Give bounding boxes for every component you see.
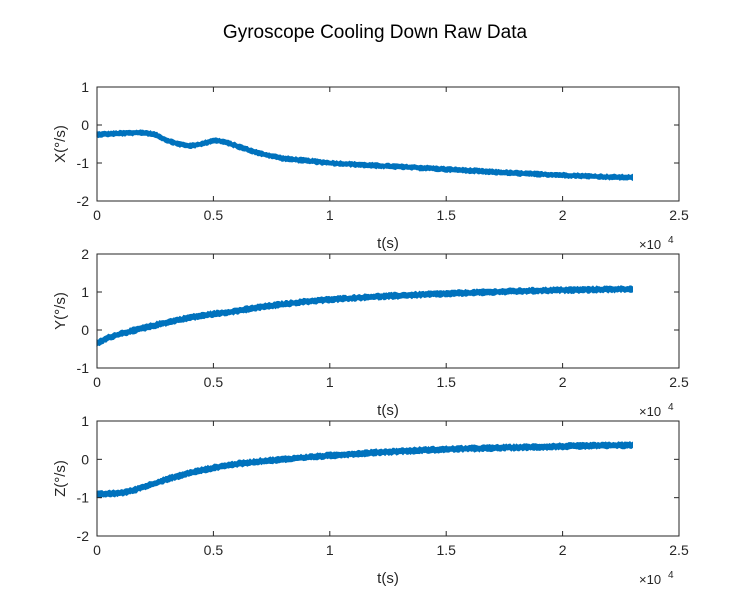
subplot-3: 0 0.5 1 1.5 2 2.5 -2 -1 0 1 t(s) Z(°/s) ×10 4 xyxy=(52,413,689,587)
x-exponent-power: 4 xyxy=(668,570,674,581)
y-tick-label: -1 xyxy=(77,360,90,376)
y-axis-label: Z(°/s) xyxy=(52,460,69,497)
y-tick-label: 0 xyxy=(81,451,89,467)
series-trace-2 xyxy=(96,285,634,347)
x-tick-label: 1 xyxy=(326,207,334,223)
x-tick-label: 0 xyxy=(93,374,101,390)
x-axis-label: t(s) xyxy=(377,570,399,587)
y-tick-label: -1 xyxy=(77,155,90,171)
axes-box xyxy=(96,86,680,202)
x-exponent-power: 4 xyxy=(668,235,674,246)
y-tick-label: 0 xyxy=(81,322,89,338)
x-tick-label: 0.5 xyxy=(204,542,224,558)
x-tick-label: 0 xyxy=(93,542,101,558)
axes-box xyxy=(96,253,680,369)
x-tick-label: 2 xyxy=(559,374,567,390)
y-tick-label: 0 xyxy=(81,117,89,133)
y-tick-label: 2 xyxy=(81,246,89,262)
x-exponent-power: 4 xyxy=(668,402,674,413)
x-tick-label: 2.5 xyxy=(669,542,689,558)
x-tick-label: 2 xyxy=(559,542,567,558)
x-tick-label: 1 xyxy=(326,542,334,558)
x-axis-label: t(s) xyxy=(377,402,399,419)
y-axis-label: X(°/s) xyxy=(52,125,69,163)
y-axis-label: Y(°/s) xyxy=(52,292,69,330)
x-tick-label: 0.5 xyxy=(204,207,224,223)
x-tick-label: 2.5 xyxy=(669,374,689,390)
x-tick-label: 1 xyxy=(326,374,334,390)
x-exponent-label: ×10 xyxy=(639,572,661,587)
x-tick-label: 2 xyxy=(559,207,567,223)
series-trace-1 xyxy=(96,129,634,182)
x-tick-label: 1.5 xyxy=(436,542,456,558)
y-tick-label: 1 xyxy=(81,79,89,95)
y-tick-label: -2 xyxy=(77,528,90,544)
x-tick-label: 2.5 xyxy=(669,207,689,223)
y-tick-label: 1 xyxy=(81,413,89,429)
y-tick-label: -1 xyxy=(77,490,90,506)
x-exponent-label: ×10 xyxy=(639,404,661,419)
x-tick-label: 0.5 xyxy=(204,374,224,390)
x-tick-label: 1.5 xyxy=(436,374,456,390)
x-exponent-label: ×10 xyxy=(639,237,661,252)
x-tick-label: 1.5 xyxy=(436,207,456,223)
y-tick-label: 1 xyxy=(81,284,89,300)
subplot-1: 0 0.5 1 1.5 2 2.5 -2 -1 0 1 t(s) X(°/s) ×10 4 xyxy=(52,79,689,252)
y-tick-label: -2 xyxy=(77,193,90,209)
axes-box xyxy=(96,420,680,537)
x-tick-label: 0 xyxy=(93,207,101,223)
figure-title: Gyroscope Cooling Down Raw Data xyxy=(223,22,528,43)
x-axis-label: t(s) xyxy=(377,235,399,252)
series-trace-3 xyxy=(96,441,634,499)
